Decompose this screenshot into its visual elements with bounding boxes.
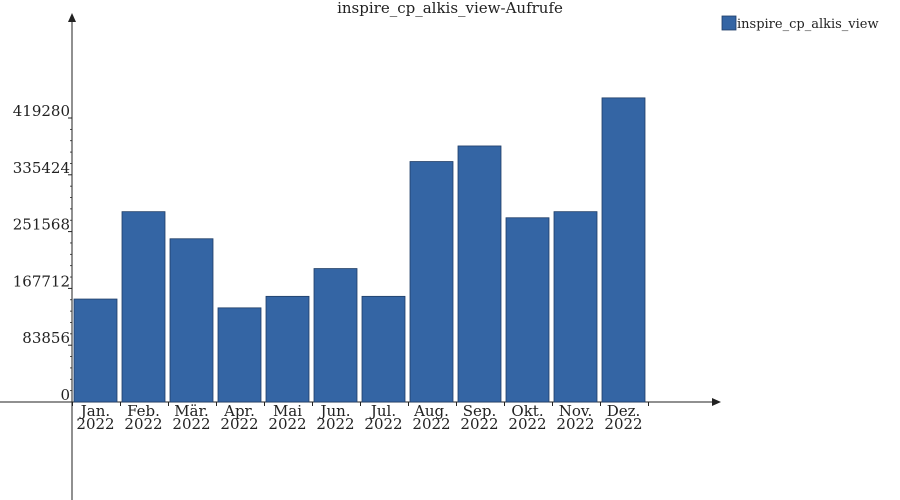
legend: inspire_cp_alkis_view bbox=[721, 15, 879, 32]
x-tick-label-month: Mai bbox=[273, 402, 302, 420]
y-tick-label: 0 bbox=[60, 386, 70, 404]
x-axis-arrow bbox=[712, 398, 721, 406]
bar-12 bbox=[601, 97, 646, 403]
bar-6 bbox=[313, 268, 358, 403]
x-tick-labels: Jan.2022Feb.2022Mär.2022Apr.2022Mai2022J… bbox=[72, 402, 649, 433]
x-tick-label-month: Sep. bbox=[463, 402, 497, 420]
x-tick-label-year: 2022 bbox=[556, 415, 594, 433]
x-tick-label-month: Jun. bbox=[318, 402, 350, 420]
y-tick-labels: 0 83856 167712 251568 335424 419280 bbox=[13, 102, 72, 404]
y-tick-label: 83856 bbox=[22, 329, 70, 347]
y-tick-label: 335424 bbox=[13, 159, 70, 177]
y-minor-ticks bbox=[70, 128, 72, 392]
x-tick-label-year: 2022 bbox=[172, 415, 210, 433]
x-tick-label-year: 2022 bbox=[364, 415, 402, 433]
x-tick-label-year: 2022 bbox=[508, 415, 546, 433]
x-tick-label-month: Mär. bbox=[174, 402, 209, 420]
bar-4 bbox=[217, 307, 262, 403]
legend-label: inspire_cp_alkis_view bbox=[737, 17, 879, 32]
bar-5 bbox=[265, 295, 310, 403]
x-tick-label-year: 2022 bbox=[460, 415, 498, 433]
bar-11 bbox=[553, 211, 598, 403]
y-tick-label: 167712 bbox=[13, 272, 70, 290]
x-tick-label-year: 2022 bbox=[412, 415, 450, 433]
bar-10 bbox=[505, 217, 550, 403]
bar-3 bbox=[169, 238, 214, 403]
bar-8 bbox=[409, 161, 454, 403]
x-tick-label-month: Aug. bbox=[413, 402, 449, 420]
x-tick-label-month: Feb. bbox=[127, 402, 160, 420]
bar-7 bbox=[361, 295, 406, 403]
x-tick-label-year: 2022 bbox=[316, 415, 354, 433]
x-tick-label-year: 2022 bbox=[124, 415, 162, 433]
y-tick-label: 251568 bbox=[13, 216, 70, 234]
x-tick-label-year: 2022 bbox=[268, 415, 306, 433]
x-tick-label-month: Jul. bbox=[369, 402, 396, 420]
x-tick-label-month: Nov. bbox=[559, 402, 593, 420]
x-tick-label-year: 2022 bbox=[76, 415, 114, 433]
x-tick-label-year: 2022 bbox=[604, 415, 642, 433]
x-tick-label-month: Dez. bbox=[607, 402, 641, 420]
chart-title: inspire_cp_alkis_view-Aufrufe bbox=[337, 0, 563, 17]
x-tick-label-month: Okt. bbox=[511, 402, 543, 420]
legend-swatch bbox=[721, 15, 737, 31]
x-tick-label-month: Apr. bbox=[223, 402, 255, 420]
y-tick-label: 419280 bbox=[13, 102, 70, 120]
bar-1 bbox=[73, 298, 118, 403]
bars bbox=[73, 97, 646, 403]
bar-2 bbox=[121, 211, 166, 403]
bar-9 bbox=[457, 145, 502, 403]
y-axis-arrow bbox=[68, 13, 76, 22]
x-tick-label-month: Jan. bbox=[79, 402, 110, 420]
x-tick-label-year: 2022 bbox=[220, 415, 258, 433]
